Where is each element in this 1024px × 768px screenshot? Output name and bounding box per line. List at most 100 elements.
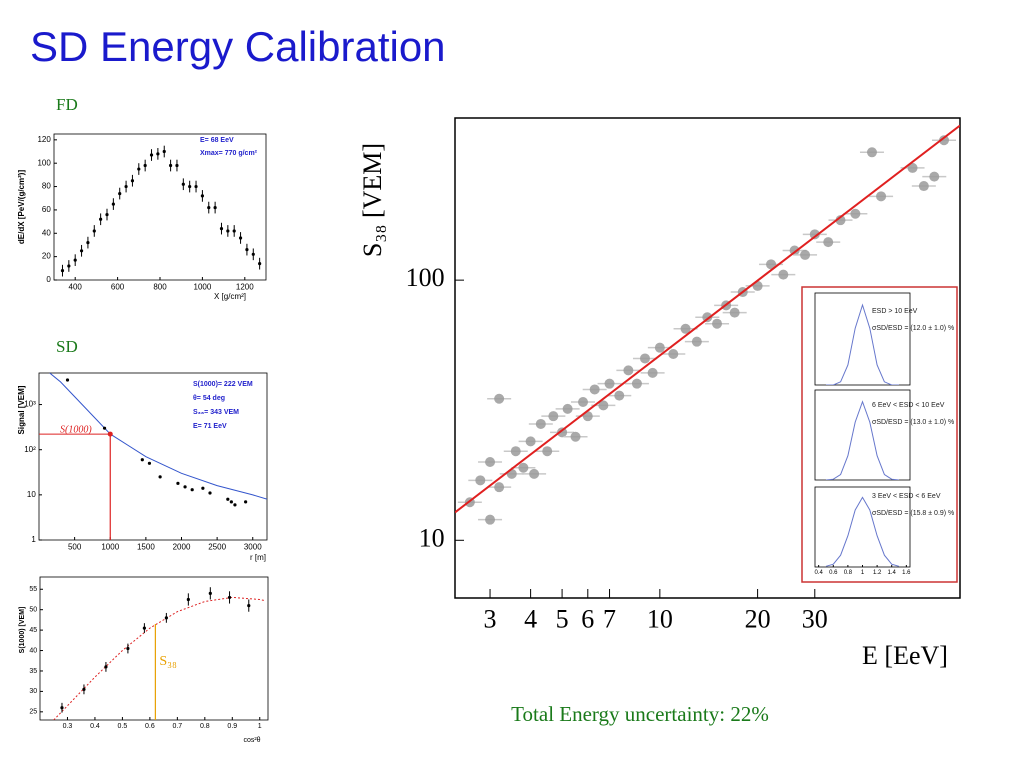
data-point xyxy=(548,411,559,422)
data-point xyxy=(104,665,108,669)
data-point xyxy=(158,475,162,479)
data-point xyxy=(200,194,204,198)
x-tick-label: 1.4 xyxy=(888,570,897,576)
y-tick-label: 25 xyxy=(29,709,37,716)
x-tick-label: 400 xyxy=(69,282,83,291)
data-point xyxy=(207,205,211,210)
data-point xyxy=(156,152,160,156)
plot-frame xyxy=(814,389,911,481)
data-point xyxy=(190,488,194,492)
x-tick-label: 1500 xyxy=(137,542,155,551)
y-tick-label: 10³ xyxy=(24,400,36,409)
fit-line xyxy=(455,124,960,514)
x-tick-label: 0.4 xyxy=(814,570,823,576)
data-point xyxy=(529,468,540,479)
x-tick-label: 0.6 xyxy=(829,570,838,576)
data-point xyxy=(175,163,179,168)
x-tick-label: 30 xyxy=(802,604,828,633)
data-point xyxy=(137,167,141,171)
data-point xyxy=(181,182,185,186)
data-point xyxy=(162,149,166,154)
data-point xyxy=(105,212,109,217)
data-point xyxy=(73,258,77,262)
annotation: 6 EeV < ESD < 10 EeV xyxy=(872,402,945,409)
y-tick-label: 35 xyxy=(29,668,37,675)
data-point xyxy=(82,687,86,691)
data-point xyxy=(639,353,650,364)
data-point xyxy=(654,342,665,353)
x-tick-label: 1200 xyxy=(236,282,254,291)
x-tick-label: 500 xyxy=(68,542,82,551)
data-point xyxy=(598,400,609,411)
x-tick-label: 600 xyxy=(111,282,125,291)
x-axis-label: r [m] xyxy=(250,553,266,562)
data-point xyxy=(111,202,115,206)
data-point xyxy=(226,497,230,501)
data-point xyxy=(702,312,713,323)
x-tick-label: 6 xyxy=(581,604,594,633)
fit-line xyxy=(53,596,266,720)
data-point xyxy=(245,248,249,252)
data-point xyxy=(118,191,122,196)
data-point xyxy=(939,135,950,146)
y-tick-label: 1 xyxy=(31,535,36,544)
data-point xyxy=(778,269,789,280)
data-point xyxy=(494,482,505,493)
fit-line xyxy=(826,303,899,385)
data-point xyxy=(188,184,192,189)
slide-title: SD Energy Calibration xyxy=(30,23,446,70)
data-point xyxy=(510,446,521,457)
data-point xyxy=(60,706,64,710)
data-point xyxy=(850,208,861,219)
x-tick-label: 1000 xyxy=(101,542,119,551)
y-axis-label: S(1000) [VEM] xyxy=(19,607,26,654)
x-tick-label: 3 xyxy=(484,604,497,633)
data-point xyxy=(194,184,198,189)
data-point xyxy=(647,367,658,378)
y-tick-label: 30 xyxy=(29,688,37,695)
data-point xyxy=(712,318,723,329)
y-tick-label: 100 xyxy=(37,158,51,167)
data-point xyxy=(208,591,212,595)
data-point xyxy=(485,514,496,525)
annotation: E= 68 EeV xyxy=(200,137,234,144)
data-point xyxy=(92,229,96,233)
data-point xyxy=(226,229,230,233)
data-point xyxy=(208,491,212,495)
plot-frame xyxy=(38,372,268,541)
x-tick-label: 2500 xyxy=(208,542,226,551)
y-tick-label: 45 xyxy=(29,627,37,634)
x-tick-label: 0.4 xyxy=(90,723,100,730)
data-point xyxy=(623,365,634,376)
y-axis-label: dE/dX [PeV/(g/cm²)] xyxy=(17,170,26,245)
data-point xyxy=(557,427,568,438)
data-point xyxy=(229,500,233,504)
data-point xyxy=(614,390,625,401)
data-point xyxy=(183,485,187,489)
x-tick-label: 1.2 xyxy=(873,570,882,576)
data-point xyxy=(201,486,205,490)
x-tick-label: 10 xyxy=(647,604,673,633)
annotation: 3 EeV < ESD < 6 EeV xyxy=(872,493,941,500)
inset-frame xyxy=(801,286,958,583)
annotation: Xmax= 770 g/cm² xyxy=(200,150,258,157)
x-tick-label: 5 xyxy=(556,604,569,633)
fit-line xyxy=(825,400,900,480)
data-point xyxy=(60,269,65,273)
data-point xyxy=(562,403,573,414)
data-point xyxy=(835,215,846,226)
annotation: σSD/ESD = (13.0 ± 1.0) % xyxy=(872,419,954,426)
data-point xyxy=(251,252,255,256)
annotation: ESD > 10 EeV xyxy=(872,308,918,315)
x-tick-label: 0.3 xyxy=(63,723,73,730)
reference-label: S(1000) xyxy=(60,424,92,435)
x-tick-label: 7 xyxy=(603,604,616,633)
data-point xyxy=(485,456,496,467)
data-point xyxy=(578,397,589,408)
data-point xyxy=(176,481,180,485)
data-point xyxy=(929,171,940,182)
y-tick-label: 50 xyxy=(29,607,37,614)
y-tick-label: 10² xyxy=(24,445,36,454)
data-point xyxy=(143,163,147,168)
data-point xyxy=(907,162,918,173)
